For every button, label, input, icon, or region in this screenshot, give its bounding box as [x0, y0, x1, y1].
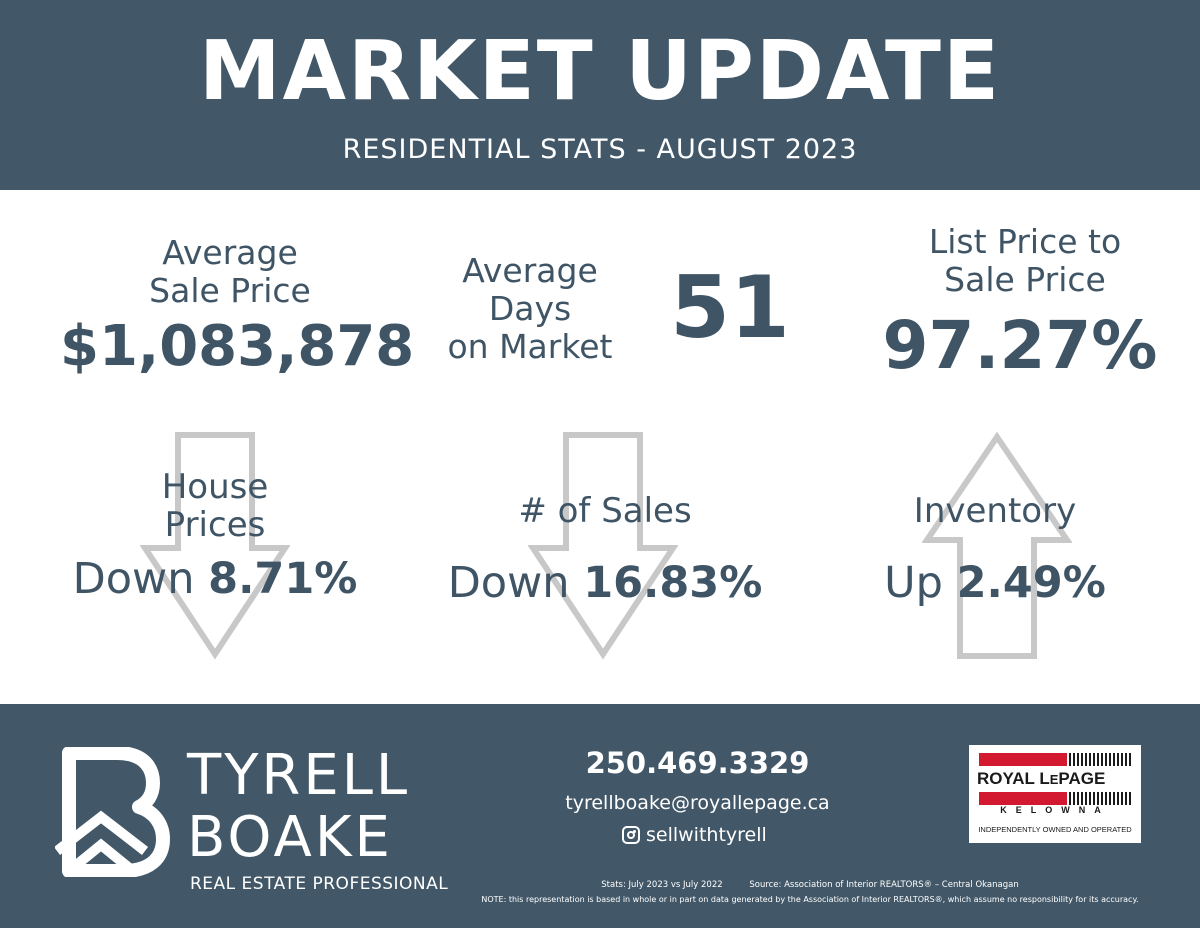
sales-change: Down 16.83% [440, 558, 770, 608]
brokerage-tagline: INDEPENDENTLY OWNED AND OPERATED [978, 825, 1132, 834]
avg-days-label: Average Days on Market [430, 252, 630, 366]
brand-logo-icon [55, 747, 170, 877]
house-prices-down-arrow-icon [140, 432, 290, 660]
sales-block: # of Sales Down 16.83% [440, 492, 770, 608]
footer: TYRELL BOAKE REAL ESTATE PROFESSIONAL 25… [0, 704, 1200, 928]
avg-sale-price-label-line2: Sale Price [149, 271, 311, 310]
stats-period: Stats: July 2023 vs July 2022 [601, 880, 723, 890]
avg-sale-price-label-line1: Average [162, 233, 298, 272]
logo-barcode-top [1069, 753, 1131, 766]
header-banner: MARKET UPDATE RESIDENTIAL STATS - AUGUST… [0, 0, 1200, 190]
instagram-icon [622, 826, 640, 844]
logo-red-bar-top [979, 753, 1067, 766]
avg-days-value: 51 [670, 258, 790, 358]
house-prices-label-line2: Prices [164, 505, 266, 545]
inventory-label: Inventory [913, 491, 1077, 531]
list-to-sale-label: List Price to Sale Price [880, 223, 1170, 299]
logo-red-bar-bottom [979, 792, 1067, 805]
avg-days-label-line2: Days [488, 289, 572, 328]
brokerage-city: KELOWNA [1000, 805, 1110, 815]
stats-panel: Average Sale Price $1,083,878 Average Da… [0, 190, 1200, 704]
house-prices-direction: Down [72, 554, 195, 604]
brand-first-name: TYRELL [187, 743, 411, 808]
phone-number[interactable]: 250.469.3329 [585, 746, 810, 780]
brokerage-name-part1: ROYAL L [977, 769, 1050, 788]
instagram-handle-text: sellwithtyrell [646, 824, 767, 846]
sales-down-arrow-icon [528, 432, 678, 660]
inventory-up-arrow-icon [922, 432, 1072, 659]
inventory-block: Inventory Up 2.49% [860, 492, 1130, 608]
brand-last-name: BOAKE [187, 805, 393, 870]
list-to-sale-value: 97.27% [882, 307, 1158, 384]
avg-days-label-line1: Average [462, 251, 598, 290]
inventory-change: Up 2.49% [860, 558, 1130, 608]
avg-sale-price-label: Average Sale Price [80, 234, 380, 310]
house-prices-percent: 8.71% [208, 554, 358, 604]
inventory-direction: Up [884, 558, 943, 608]
inventory-percent: 2.49% [956, 558, 1106, 608]
brand-role: REAL ESTATE PROFESSIONAL [190, 874, 449, 894]
page-subtitle: RESIDENTIAL STATS - AUGUST 2023 [342, 134, 858, 165]
stats-period-line: Stats: July 2023 vs July 2022 Source: As… [480, 880, 1140, 890]
brokerage-name: ROYAL LEPAGE [977, 769, 1105, 789]
page-title: MARKET UPDATE [198, 24, 1002, 119]
avg-days-label-line3: on Market [447, 327, 613, 366]
brokerage-name-part2: E [1049, 772, 1059, 787]
disclaimer-note: NOTE: this representation is based in wh… [481, 895, 1139, 904]
brokerage-name-part3: PAGE [1058, 769, 1106, 788]
sales-direction: Down [447, 558, 570, 608]
house-prices-block: House Prices Down 8.71% [70, 468, 360, 604]
brokerage-logo: ROYAL LEPAGE KELOWNA INDEPENDENTLY OWNED… [969, 745, 1141, 843]
list-to-sale-label-line2: Sale Price [944, 260, 1106, 299]
sales-label: # of Sales [518, 491, 692, 531]
house-prices-change: Down 8.71% [70, 554, 360, 604]
avg-sale-price-value: $1,083,878 [60, 314, 415, 379]
sales-percent: 16.83% [583, 558, 763, 608]
instagram-handle[interactable]: sellwithtyrell [622, 824, 767, 846]
list-to-sale-label-line1: List Price to [928, 222, 1122, 261]
email-address[interactable]: tyrellboake@royallepage.ca [565, 792, 830, 814]
logo-barcode-bottom [1069, 792, 1131, 805]
house-prices-label-line1: House [161, 467, 269, 507]
stats-source: Source: Association of Interior REALTORS… [749, 880, 1019, 890]
